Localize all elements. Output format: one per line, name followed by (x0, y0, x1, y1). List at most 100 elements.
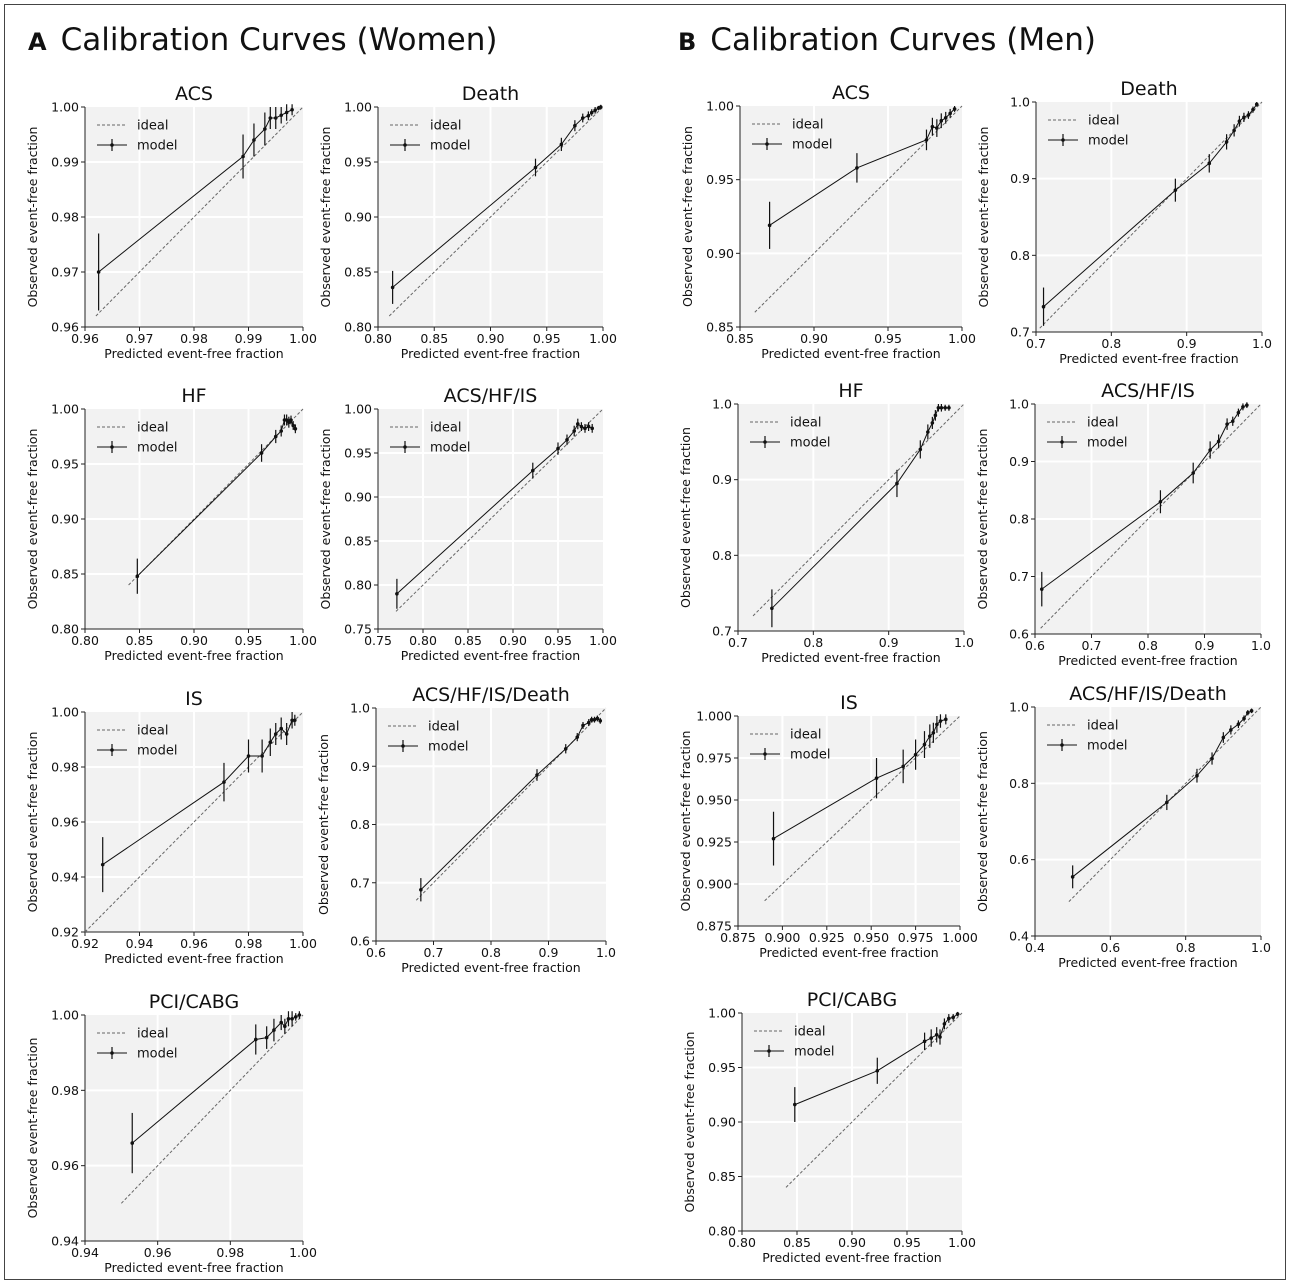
legend-model-label: model (430, 139, 470, 154)
legend-model-marker (1060, 440, 1064, 444)
x-axis-label: Predicted event-free fraction (1058, 653, 1237, 668)
model-point (924, 138, 929, 142)
x-tick-label: 0.85 (420, 331, 448, 346)
legend-model-marker (110, 143, 114, 147)
chart-5: 0.6 0.7 0.8 0.9 1.0 0.6 0.7 0.8 0.9 1.0 ACS/HF/IS/… (316, 684, 616, 975)
subplot-title: ACS/HF/IS (1101, 380, 1195, 402)
model-point (943, 717, 948, 722)
model-point (279, 726, 284, 731)
y-axis-label: Observed event-free fraction (682, 1032, 697, 1213)
legend-model-marker (767, 1049, 771, 1053)
model-point (895, 481, 899, 486)
model-point (1241, 405, 1245, 409)
legend-model-marker (403, 445, 407, 449)
model-point (297, 1013, 302, 1017)
x-tick-label: 1.00 (589, 633, 617, 648)
model-line (131, 1014, 300, 1144)
model-point (943, 115, 948, 120)
y-tick-label: 0.900 (696, 877, 732, 892)
model-point (947, 405, 951, 410)
model-point (942, 1022, 947, 1026)
ideal-line (754, 105, 963, 313)
x-tick-label: 0.98 (216, 1245, 244, 1260)
model-point (767, 223, 772, 228)
x-tick-label: 1.0 (954, 635, 974, 650)
ideal-line (95, 106, 304, 317)
panel-b-letter: B (678, 28, 697, 56)
ideal-line (395, 408, 604, 612)
y-axis-label: Observed event-free fraction (975, 731, 990, 912)
legend-model-marker (401, 744, 405, 748)
legend-model-marker (110, 748, 114, 752)
x-tick-label: 0.80 (728, 1235, 756, 1250)
model-point (273, 116, 278, 120)
model-line (794, 1013, 958, 1106)
model-point (586, 114, 591, 118)
legend-model-marker (763, 752, 767, 756)
legend-model-marker (110, 445, 114, 449)
model-point (583, 426, 587, 431)
y-tick-label: 0.9 (712, 472, 732, 487)
y-tick-label: 1.00 (51, 705, 79, 720)
y-tick-label: 0.99 (51, 155, 79, 170)
y-tick-label: 0.925 (696, 835, 732, 850)
y-tick-label: 1.0 (712, 397, 732, 412)
model-point (855, 166, 859, 170)
x-axis-label: Predicted event-free fraction (1059, 351, 1238, 366)
x-tick-label: 0.96 (71, 331, 99, 346)
model-line (396, 423, 593, 595)
model-point (918, 447, 923, 452)
model-point (935, 126, 939, 130)
legend-model-label: model (137, 1047, 177, 1062)
model-point (928, 734, 932, 738)
y-tick-label: 0.80 (344, 578, 372, 593)
x-tick-label: 1.00 (289, 633, 317, 648)
model-point (943, 405, 947, 410)
y-tick-label: 1.00 (51, 402, 79, 417)
y-axis-label: Observed event-free fraction (318, 127, 333, 308)
y-tick-label: 1.00 (51, 1008, 79, 1023)
ideal-line (84, 711, 304, 933)
chart-12: 0.4 0.6 0.8 1.0 0.4 0.6 0.8 1.0 ACS/HF/IS/Death P… (975, 683, 1271, 970)
subplot-title: Death (462, 83, 519, 105)
x-tick-label: 1.00 (289, 1245, 317, 1260)
legend-model-marker (1061, 138, 1065, 142)
legend-model-label: model (1087, 739, 1127, 754)
chart-3: 0.75 0.80 0.85 0.90 0.95 1.00 0.75 0.80 0.85 0.90… (318, 385, 617, 663)
legend-ideal-label: ideal (428, 720, 459, 735)
model-point (263, 127, 267, 131)
y-tick-label: 0.96 (51, 815, 79, 830)
subplot-title: PCI/CABG (807, 989, 897, 1011)
legend-model-label: model (1088, 134, 1128, 149)
subplot-title: ACS (832, 82, 870, 104)
model-point (771, 836, 776, 841)
x-tick-label: 0.9 (1195, 638, 1215, 653)
subplot-title: ACS/HF/IS (444, 385, 538, 407)
y-tick-label: 0.85 (708, 1169, 736, 1184)
model-point (572, 429, 576, 433)
y-tick-label: 0.8 (350, 817, 370, 832)
legend-model-label: model (1087, 436, 1127, 451)
x-tick-label: 0.99 (235, 331, 263, 346)
model-point (1070, 875, 1075, 879)
x-axis-label: Predicted event-free fraction (104, 346, 283, 361)
panel-a-title: A Calibration Curves (Women) (28, 22, 497, 58)
model-point (291, 423, 295, 428)
model-point (930, 421, 935, 425)
model-point (100, 862, 105, 867)
y-tick-label: 0.92 (51, 925, 79, 940)
ideal-line (785, 1012, 963, 1188)
y-tick-label: 0.90 (708, 1115, 736, 1130)
legend-ideal-label: ideal (794, 1025, 825, 1040)
model-line (1041, 404, 1248, 590)
y-tick-label: 1.00 (51, 100, 79, 115)
x-tick-label: 0.85 (454, 633, 482, 648)
panel-a-letter: A (28, 28, 47, 56)
panel-a-title-text: Calibration Curves (Women) (60, 22, 498, 58)
model-point (395, 592, 399, 596)
legend-model-marker (763, 440, 767, 444)
model-point (222, 780, 226, 784)
model-point (586, 720, 591, 725)
chart-9: 0.7 0.8 0.9 1.0 0.7 0.8 0.9 1.0 HF Predicted even… (678, 380, 974, 665)
model-point (590, 426, 594, 431)
